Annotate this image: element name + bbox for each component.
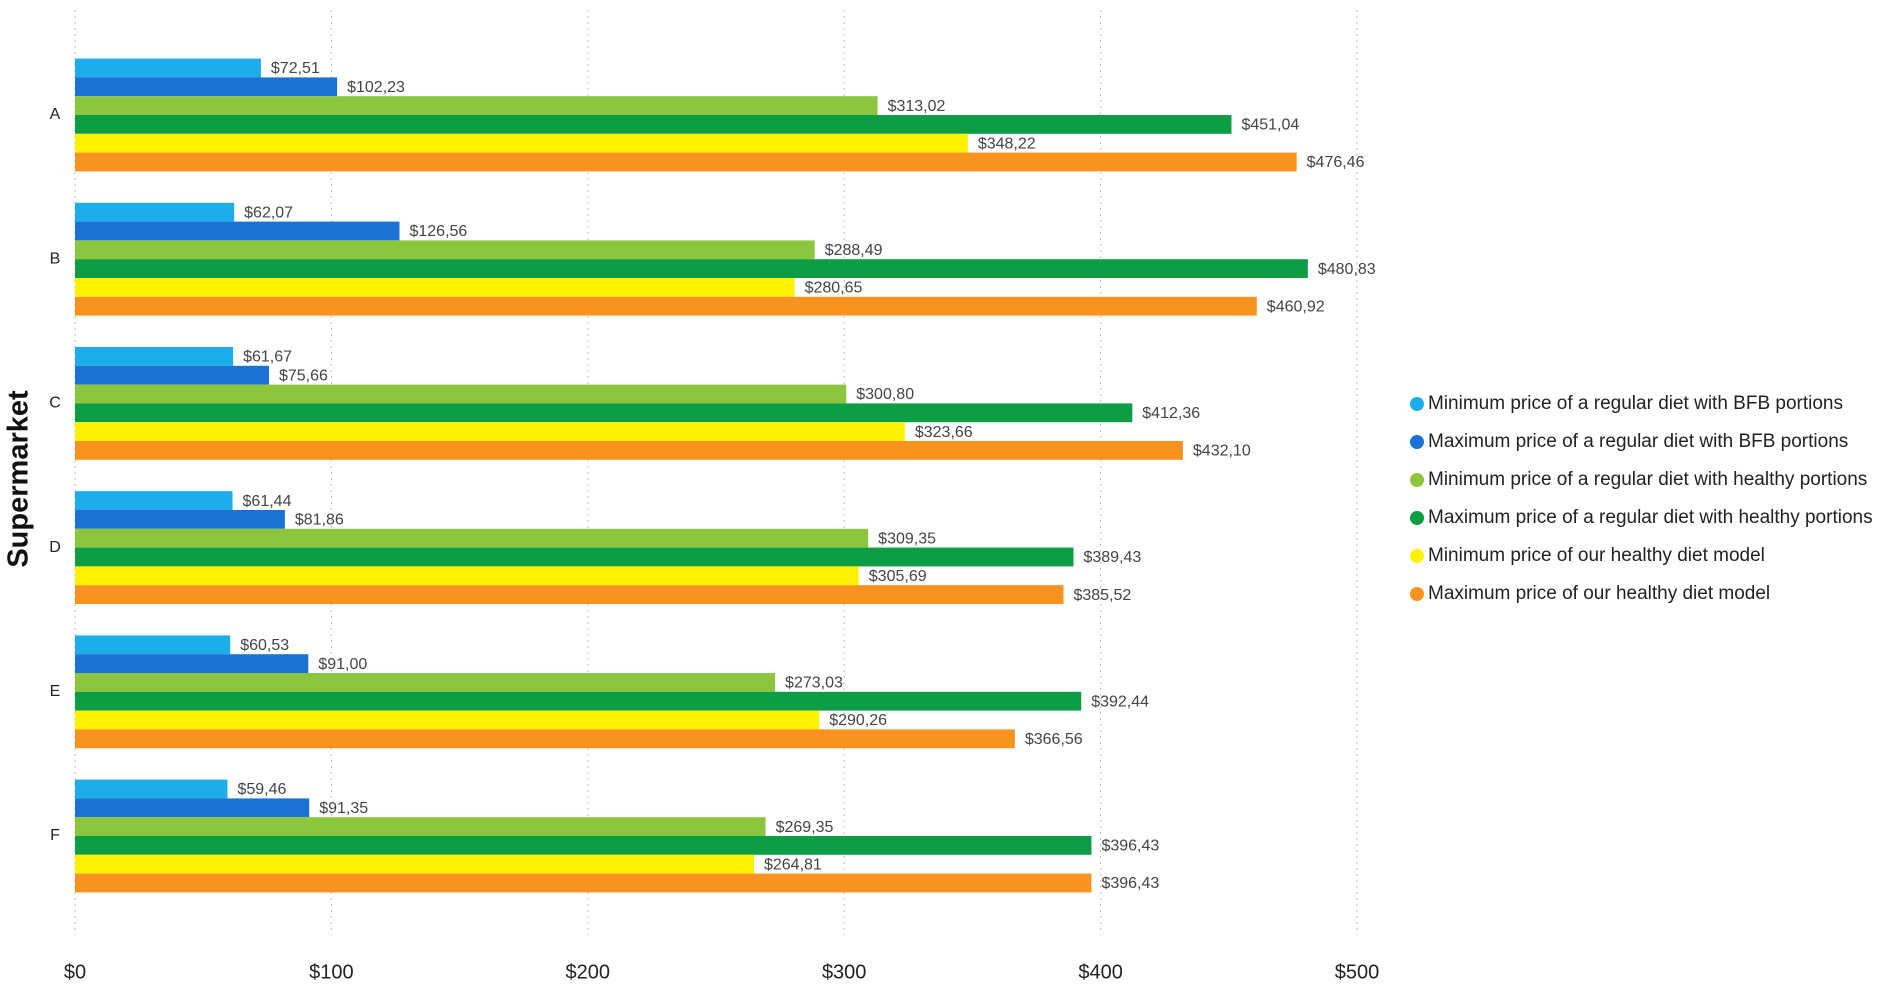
legend-label: Maximum price of a regular diet with BFB… (1428, 431, 1848, 452)
bar (75, 566, 859, 586)
value-label: $126,56 (409, 223, 467, 240)
legend-marker (1410, 511, 1424, 525)
bar (75, 384, 847, 404)
x-tick-label: $200 (566, 961, 611, 983)
value-label: $102,23 (347, 79, 405, 96)
bar (75, 221, 400, 241)
bar (75, 202, 235, 222)
bar (75, 58, 261, 78)
value-label: $61,67 (243, 349, 292, 366)
value-label: $91,00 (318, 656, 367, 673)
value-label: $385,52 (1073, 587, 1131, 604)
bar (75, 491, 233, 510)
category-label: D (49, 539, 61, 556)
legend-marker (1410, 587, 1424, 601)
bar (75, 422, 905, 441)
value-label: $61,44 (243, 493, 292, 510)
bar (75, 873, 1092, 893)
x-tick-label: $100 (309, 961, 354, 983)
bar (75, 510, 285, 529)
value-label: $280,65 (805, 280, 863, 297)
bar (75, 691, 1082, 711)
bar (75, 278, 795, 297)
value-label: $366,56 (1025, 731, 1083, 748)
legend-marker (1410, 397, 1424, 411)
bar (75, 798, 310, 818)
legend-marker (1410, 473, 1424, 487)
bar (75, 654, 309, 673)
value-label: $60,53 (240, 637, 289, 654)
bar (75, 673, 776, 692)
value-label: $305,69 (869, 568, 927, 585)
x-tick-label: $300 (822, 961, 867, 983)
value-label: $396,43 (1101, 838, 1159, 855)
bar (75, 779, 228, 799)
bar (75, 854, 754, 874)
value-label: $269,35 (776, 819, 834, 836)
legend-marker (1410, 435, 1424, 449)
bar (75, 441, 1183, 460)
bar (75, 710, 820, 730)
bar (75, 347, 234, 366)
value-label: $412,36 (1142, 405, 1200, 422)
value-label: $392,44 (1091, 693, 1149, 710)
value-label: $288,49 (825, 242, 883, 259)
category-label: B (50, 250, 61, 267)
bar (75, 635, 231, 655)
category-label: A (50, 106, 61, 123)
bar (75, 547, 1074, 567)
value-label: $62,07 (244, 204, 293, 221)
y-axis-title: Supermarket (3, 390, 35, 568)
legend-label: Minimum price of our healthy diet model (1428, 545, 1765, 566)
value-label: $81,86 (295, 512, 344, 529)
bar (75, 115, 1232, 134)
value-label: $313,02 (888, 98, 946, 115)
value-label: $348,22 (978, 135, 1036, 152)
value-label: $476,46 (1307, 154, 1365, 171)
category-label: C (49, 395, 61, 412)
value-label: $396,43 (1101, 875, 1159, 892)
value-label: $323,66 (915, 424, 973, 441)
value-label: $273,03 (785, 675, 843, 692)
x-tick-label: $0 (64, 961, 86, 983)
bar (75, 729, 1015, 749)
category-label: F (50, 827, 60, 844)
value-label: $59,46 (237, 781, 286, 798)
legend-label: Maximum price of a regular diet with hea… (1428, 507, 1873, 528)
value-label: $72,51 (271, 60, 320, 77)
value-label: $389,43 (1083, 549, 1141, 566)
bar (75, 259, 1308, 278)
legend-marker (1410, 549, 1424, 563)
bar (75, 365, 269, 385)
value-label: $290,26 (829, 712, 887, 729)
category-label: E (50, 683, 61, 700)
value-label: $309,35 (878, 530, 936, 547)
value-label: $480,83 (1318, 261, 1376, 278)
bar (75, 152, 1297, 172)
x-tick-label: $400 (1078, 961, 1123, 983)
bar (75, 77, 338, 97)
value-label: $460,92 (1267, 298, 1325, 315)
value-label: $264,81 (764, 856, 822, 873)
bar (75, 296, 1257, 316)
legend-label: Minimum price of a regular diet with BFB… (1428, 393, 1843, 414)
bar (75, 96, 878, 115)
value-label: $91,35 (319, 800, 368, 817)
bar (75, 817, 766, 836)
bar (75, 528, 869, 548)
value-label: $75,66 (279, 367, 328, 384)
bar (75, 240, 815, 260)
value-label: $451,04 (1241, 117, 1299, 134)
legend-label: Minimum price of a regular diet with hea… (1428, 469, 1867, 490)
x-tick-label: $500 (1335, 961, 1380, 983)
value-label: $432,10 (1193, 443, 1251, 460)
legend-label: Maximum price of our healthy diet model (1428, 583, 1770, 604)
value-label: $300,80 (856, 386, 914, 403)
bar (75, 403, 1133, 423)
bar (75, 836, 1092, 855)
bar (75, 585, 1064, 604)
bar (75, 133, 968, 153)
